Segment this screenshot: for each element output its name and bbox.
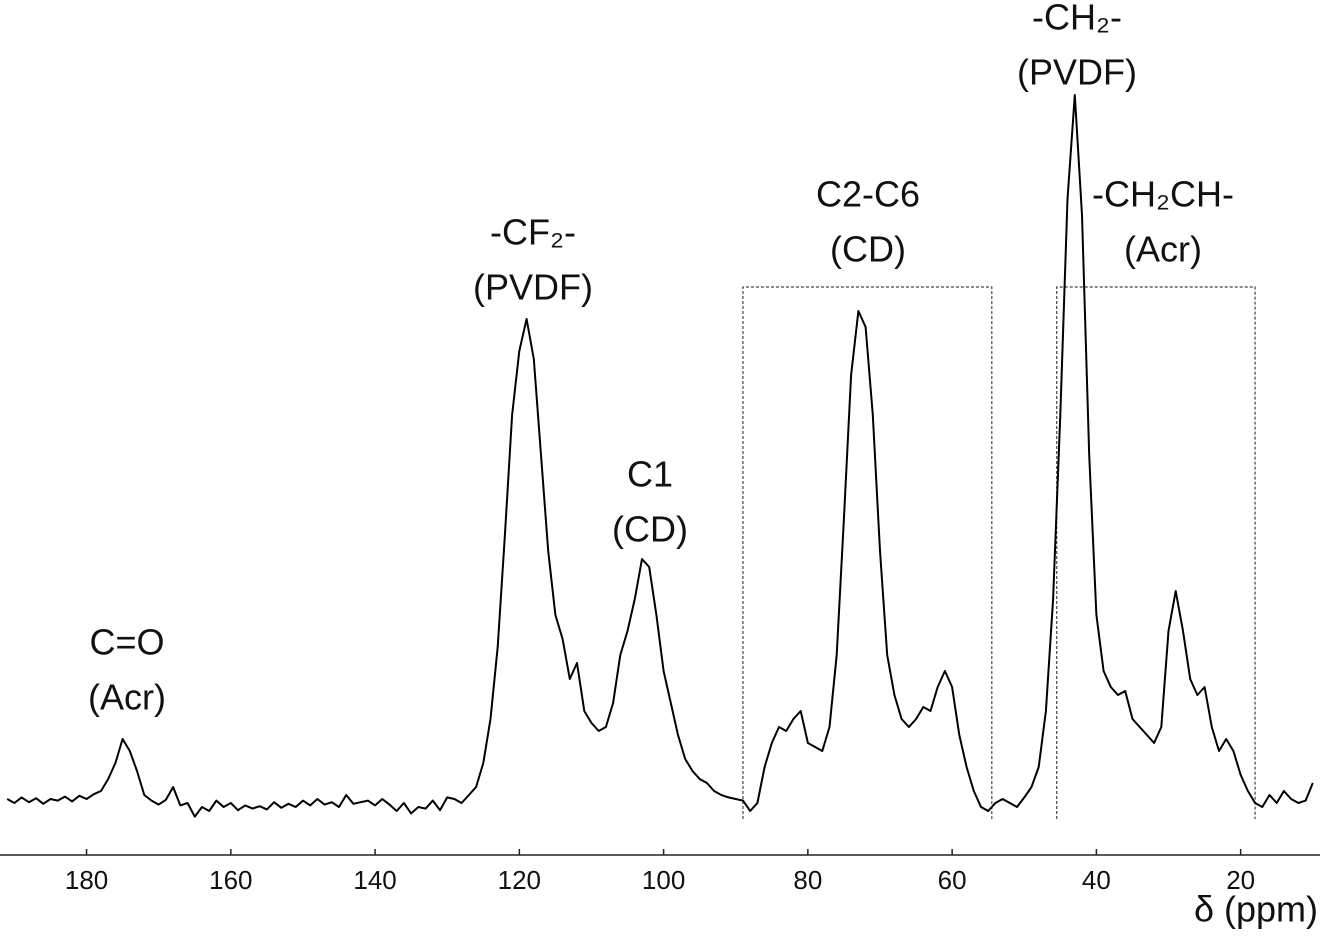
x-tick-label: 60: [938, 865, 967, 895]
x-tick-label: 80: [793, 865, 822, 895]
x-tick-label: 40: [1082, 865, 1111, 895]
x-tick-label: 120: [498, 865, 541, 895]
peak-annotation: C1: [627, 454, 673, 495]
peak-annotation: -CF₂-: [490, 212, 576, 253]
x-axis-label: δ (ppm): [1194, 889, 1318, 930]
x-tick-label: 160: [209, 865, 252, 895]
spectrum-line: [6, 94, 1314, 818]
peak-annotation: C2-C6: [816, 174, 920, 215]
x-tick-label: 180: [65, 865, 108, 895]
peak-annotation: C=O: [89, 622, 164, 663]
x-tick-label: 140: [353, 865, 396, 895]
peak-annotation: (Acr): [1124, 229, 1202, 270]
peak-annotation: (CD): [830, 229, 906, 270]
bracket: [1056, 286, 1256, 819]
peak-annotation: (PVDF): [1017, 52, 1137, 93]
x-tick-label: 100: [642, 865, 685, 895]
peak-annotation: (CD): [612, 509, 688, 550]
peak-annotation: -CH₂CH-: [1092, 174, 1234, 215]
peak-annotation: -CH₂-: [1032, 0, 1122, 38]
x-tick-label: 20: [1226, 865, 1255, 895]
peak-annotation: (Acr): [88, 677, 166, 718]
peak-annotation: (PVDF): [473, 267, 593, 308]
bracket: [742, 286, 993, 819]
